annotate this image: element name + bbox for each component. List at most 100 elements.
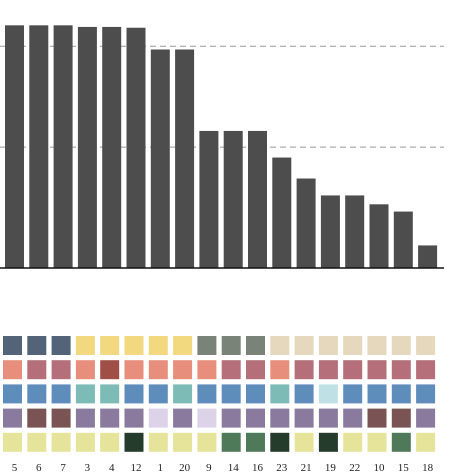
swatch-r4-c14	[318, 408, 338, 428]
swatch-r2-c16	[367, 360, 387, 380]
bar-7	[53, 25, 73, 268]
x-tick-label: 18	[422, 462, 434, 474]
swatch-r3-c8	[173, 384, 193, 404]
swatch-grid	[3, 336, 436, 452]
swatch-r1-c13	[294, 336, 314, 355]
x-tick-label: 9	[206, 462, 212, 474]
bar-19	[320, 195, 340, 268]
swatch-r2-c3	[51, 360, 71, 380]
bar-5	[5, 25, 24, 268]
swatch-r5-c12	[270, 432, 290, 452]
swatch-r2-c14	[318, 360, 338, 380]
x-tick-label: 7	[60, 462, 66, 474]
swatch-r5-c1	[3, 432, 22, 452]
swatch-r2-c4	[75, 360, 95, 380]
swatch-r5-c5	[100, 432, 120, 452]
swatch-r5-c16	[367, 432, 387, 452]
swatch-r2-c17	[391, 360, 411, 380]
swatch-r4-c15	[343, 408, 363, 428]
x-tick-label: 4	[109, 462, 115, 474]
swatch-r1-c18	[416, 336, 436, 355]
swatch-r1-c11	[246, 336, 265, 355]
swatch-r3-c12	[270, 384, 290, 404]
x-tick-label: 10	[374, 462, 386, 474]
swatch-r5-c9	[197, 432, 217, 452]
swatch-r4-c2	[27, 408, 47, 428]
swatch-r1-c15	[343, 336, 363, 355]
swatch-r2-c8	[173, 360, 193, 380]
swatch-r4-c9	[197, 408, 217, 428]
bar-18	[418, 245, 438, 268]
swatch-r1-c12	[270, 336, 290, 355]
bar-22	[345, 195, 365, 268]
bar-21	[296, 178, 316, 268]
x-tick-labels: 5 6 7 3 4 12 1 20 9 14 16 23 21 19 22 10 15 18	[12, 462, 434, 474]
swatch-r1-c1	[3, 336, 22, 355]
x-tick-label: 19	[325, 462, 337, 474]
bar-6	[29, 25, 49, 268]
swatch-r3-c18	[416, 384, 436, 404]
swatch-r3-c6	[124, 384, 144, 404]
swatch-r1-c2	[27, 336, 47, 355]
bar-16	[248, 130, 267, 268]
swatch-r2-c6	[124, 360, 144, 380]
swatch-r3-c14	[318, 384, 338, 404]
swatch-r1-c9	[197, 336, 217, 355]
swatch-r2-c18	[416, 360, 436, 380]
swatch-r2-c7	[148, 360, 168, 380]
swatch-r5-c13	[294, 432, 314, 452]
swatch-r5-c11	[246, 432, 265, 452]
swatch-r2-c12	[270, 360, 290, 380]
x-tick-label: 21	[301, 462, 312, 474]
swatch-r4-c18	[416, 408, 436, 428]
swatch-r3-c5	[100, 384, 120, 404]
swatch-r1-c7	[148, 336, 168, 355]
swatch-r3-c11	[246, 384, 265, 404]
swatch-r5-c3	[51, 432, 71, 452]
swatch-r2-c9	[197, 360, 217, 380]
swatch-r1-c6	[124, 336, 144, 355]
swatch-r5-c8	[173, 432, 193, 452]
swatch-r4-c4	[75, 408, 95, 428]
swatch-r4-c5	[100, 408, 120, 428]
swatch-r3-c9	[197, 384, 217, 404]
swatch-r1-c10	[221, 336, 241, 355]
swatch-r3-c10	[221, 384, 241, 404]
swatch-r2-c15	[343, 360, 363, 380]
x-tick-label: 1	[158, 462, 164, 474]
swatch-r3-c4	[75, 384, 95, 404]
grid-lines	[0, 45, 444, 148]
swatch-r5-c6	[124, 432, 144, 452]
swatch-r3-c16	[367, 384, 387, 404]
swatch-r3-c7	[148, 384, 168, 404]
swatch-r3-c15	[343, 384, 363, 404]
swatch-r4-c11	[246, 408, 265, 428]
swatch-r1-c14	[318, 336, 338, 355]
swatch-r2-c5	[100, 360, 120, 380]
swatch-r4-c3	[51, 408, 71, 428]
bars	[5, 25, 438, 269]
swatch-r4-c6	[124, 408, 144, 428]
swatch-r4-c13	[294, 408, 314, 428]
swatch-r1-c3	[51, 336, 71, 355]
bar-9	[199, 130, 219, 268]
bar-3	[77, 26, 97, 269]
x-tick-label: 12	[131, 462, 142, 474]
bar-15	[393, 211, 413, 268]
swatch-r4-c1	[3, 408, 22, 428]
bar-14	[223, 130, 243, 268]
swatch-r1-c8	[173, 336, 193, 355]
x-tick-label: 3	[85, 462, 91, 474]
swatch-r2-c2	[27, 360, 47, 380]
swatch-r2-c10	[221, 360, 241, 380]
x-tick-label: 22	[349, 462, 360, 474]
swatch-r5-c17	[391, 432, 411, 452]
swatch-r1-c17	[391, 336, 411, 355]
bar-20	[175, 49, 195, 268]
swatch-r1-c16	[367, 336, 387, 355]
swatch-r4-c7	[148, 408, 168, 428]
swatch-r4-c8	[173, 408, 193, 428]
bar-4	[102, 26, 122, 269]
x-tick-label: 6	[36, 462, 42, 474]
